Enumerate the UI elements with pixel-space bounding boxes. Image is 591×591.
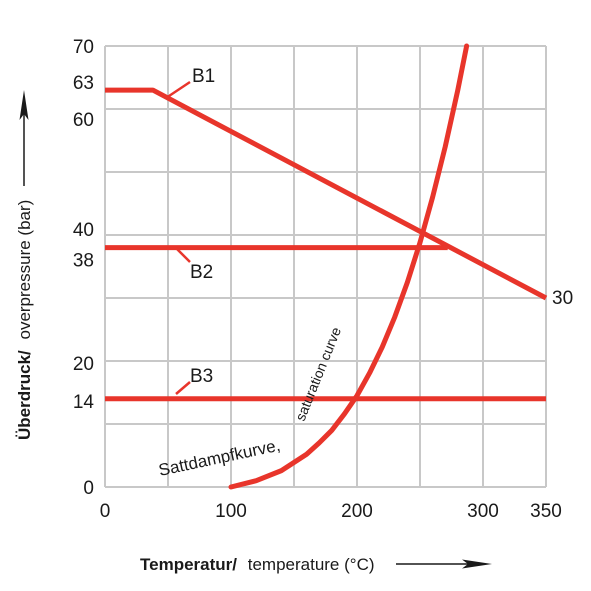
y-axis-arrow — [19, 90, 29, 186]
saturation-curve-label-en: saturation curve — [292, 325, 344, 424]
y-tick-label: 0 — [83, 478, 94, 499]
x-axis-title-bold: Temperatur/ — [140, 555, 237, 574]
x-tick-label: 200 — [341, 501, 373, 522]
y-tick-label: 20 — [73, 354, 94, 375]
y-tick-labels: 0 14 20 38 40 60 63 70 — [73, 37, 95, 499]
series-label-b2: B2 — [190, 262, 213, 283]
b2-leader-line — [175, 247, 191, 263]
y-tick-label: 70 — [73, 37, 94, 58]
series-label-b1: B1 — [192, 66, 215, 87]
y-tick-label: 38 — [73, 251, 94, 272]
series-line-b1 — [105, 87, 548, 301]
y-tick-label: 14 — [73, 392, 95, 413]
grid — [104, 45, 547, 488]
saturation-curve-line — [228, 43, 470, 490]
x-tick-label: 300 — [467, 501, 499, 522]
series-label-b3: B3 — [190, 366, 213, 387]
y-tick-label: 40 — [73, 220, 94, 241]
x-axis-title-rest: temperature (°C) — [248, 555, 375, 574]
y-axis-title-rest: overpressure (bar) — [15, 200, 34, 340]
b3-leader-line — [175, 381, 191, 395]
y-tick-label: 60 — [73, 110, 94, 131]
x-tick-labels: 0 100 200 300 350 — [100, 501, 562, 522]
y-axis-title-bold: Überdruck/ — [15, 350, 34, 440]
y-axis-title: Überdruck/ overpressure (bar) — [15, 200, 34, 440]
x-axis-title: Temperatur/ temperature (°C) — [140, 555, 375, 574]
x-axis-arrow — [396, 559, 492, 569]
y-tick-label: 63 — [73, 73, 94, 94]
x-tick-label: 100 — [215, 501, 247, 522]
saturation-curve-label-de: Sattdampfkurve, — [157, 436, 282, 480]
x-tick-label: 0 — [100, 501, 111, 522]
end-label-30: 30 — [552, 288, 573, 309]
x-tick-label: 350 — [530, 501, 562, 522]
b1-leader-line — [165, 80, 191, 100]
